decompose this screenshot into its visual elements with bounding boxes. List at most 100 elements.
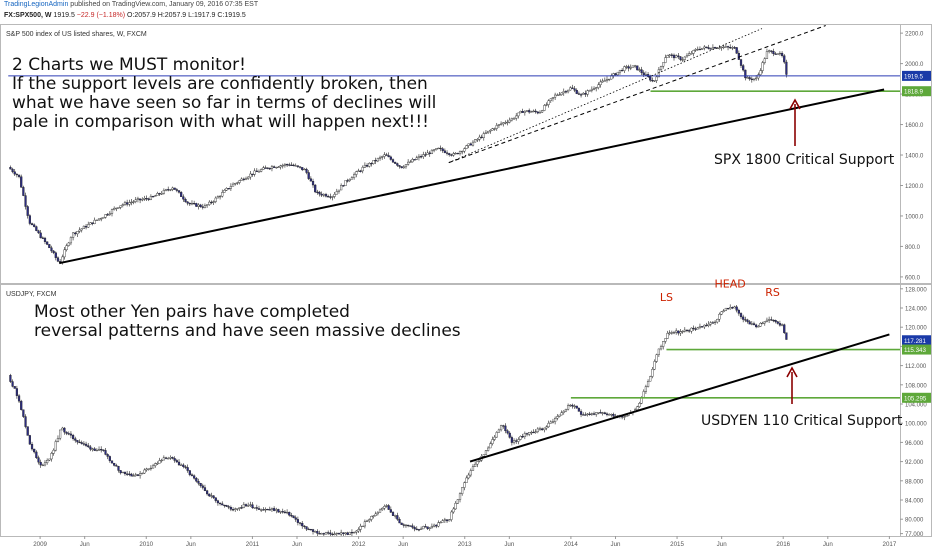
usdjpy-support-trendline [469, 333, 890, 463]
spx-candle [141, 199, 144, 201]
usdjpy-annotation-line-2: reversal patterns and have seen massive … [34, 321, 461, 341]
usdjpy-candle [139, 473, 142, 476]
spx-candle [770, 50, 773, 52]
usdjpy-candle [151, 465, 155, 469]
spx-candle [115, 207, 118, 210]
spx-candle [270, 166, 274, 169]
usdjpy-candle [361, 525, 364, 528]
usdjpy-candle [61, 427, 64, 431]
spx-candle [383, 154, 386, 157]
usdjpy-candle [145, 468, 148, 471]
usdjpy-candle [160, 459, 163, 462]
spx-candle [24, 195, 27, 207]
spx-candle [128, 202, 131, 205]
spx-candle [456, 152, 459, 155]
usdjpy-candle [387, 505, 390, 510]
spx-candle [471, 141, 475, 146]
usdjpy-candle [121, 471, 124, 474]
open-value: O:2057.9 [127, 12, 156, 19]
usdjpy-panel-frame [0, 284, 932, 537]
usdjpy-candle [26, 426, 29, 436]
spx-candle [776, 53, 779, 55]
spx-candle [707, 47, 710, 49]
spx-candle [422, 154, 425, 157]
x-tick-label: Jun [823, 541, 834, 548]
usdjpy-candle [309, 529, 312, 531]
spx-candle [394, 161, 397, 164]
usdjpy-candle [242, 504, 245, 508]
usdjpy-candle [497, 429, 501, 433]
spx-candle [294, 165, 297, 167]
usdjpy-candle [290, 515, 293, 517]
spx-candle [735, 47, 738, 54]
x-tick-label: Jun [504, 541, 515, 548]
author-link[interactable]: TradingLegionAdmin [4, 1, 69, 8]
usdjpy-candle [644, 386, 648, 392]
usdjpy-candle [229, 507, 232, 510]
spx-candle [508, 119, 511, 123]
spx-candle [262, 167, 265, 170]
spx-candle [724, 46, 727, 48]
usdjpy-y-tick-label: 108.000 [905, 383, 927, 389]
spx-candle [292, 164, 295, 166]
usdjpy-candle [428, 527, 431, 529]
usdjpy-candle [742, 316, 745, 320]
spx-candle [445, 152, 449, 154]
spx-candle [335, 191, 338, 195]
spx-candle [156, 193, 159, 196]
usdjpy-candle [670, 332, 673, 334]
spx-candle [778, 52, 782, 55]
spx-candle [324, 194, 328, 197]
spx-candle [121, 204, 124, 206]
spx-candle [180, 192, 183, 197]
usdjpy-candle [15, 388, 18, 396]
usdjpy-candle [273, 508, 276, 511]
usdjpy-candle [432, 524, 436, 527]
usdjpy-y-tick-label: 96.000 [905, 441, 924, 447]
usdjpy-candle [363, 521, 367, 527]
spx-candle [89, 222, 92, 225]
spx-candle [277, 166, 280, 168]
spx-candle [357, 170, 360, 172]
x-tick-label: 2014 [564, 541, 578, 548]
spx-candle [13, 171, 16, 175]
spx-candle [240, 178, 243, 181]
spx-candle [536, 111, 539, 114]
spx-candle [244, 178, 248, 180]
spx-candle [625, 66, 628, 68]
spx-candle [461, 150, 464, 153]
usdjpy-candle [102, 449, 105, 451]
spx-candle [560, 92, 563, 95]
usdjpy-candle [642, 391, 645, 398]
usdjpy-candle [84, 443, 88, 446]
usdjpy-candle [322, 533, 325, 535]
spx-candle [601, 80, 604, 83]
spx-candle [558, 94, 561, 96]
spx-candle [530, 111, 533, 113]
usdjpy-candle [426, 526, 429, 529]
usdjpy-candle [761, 322, 764, 325]
usdjpy-candle [320, 533, 323, 535]
usdjpy-candle [653, 361, 656, 370]
usdjpy-candle [692, 327, 695, 330]
usdjpy-candle [130, 473, 133, 477]
spx-candle [765, 51, 769, 59]
spx-candle [722, 46, 725, 48]
usdjpy-candle [119, 470, 122, 474]
spx-candle [37, 230, 40, 234]
usdjpy-candle [495, 432, 498, 438]
spx-candle [638, 69, 641, 71]
spx-candle [91, 222, 94, 224]
last-price: 1919.5 [53, 12, 75, 19]
usdjpy-candle [56, 437, 60, 442]
usdjpy-candle [713, 321, 717, 324]
usdjpy-panel: USDJPY, FXCM 77.000 80.000 84.000 88.000 92.0… [0, 277, 932, 538]
usdjpy-candle [739, 313, 743, 318]
spx-candle [640, 69, 643, 73]
spx-candle [17, 174, 21, 177]
spx-candle [290, 164, 293, 166]
spx-candle [238, 180, 241, 183]
usdjpy-candle [409, 525, 412, 527]
usdjpy-candle [415, 528, 418, 530]
